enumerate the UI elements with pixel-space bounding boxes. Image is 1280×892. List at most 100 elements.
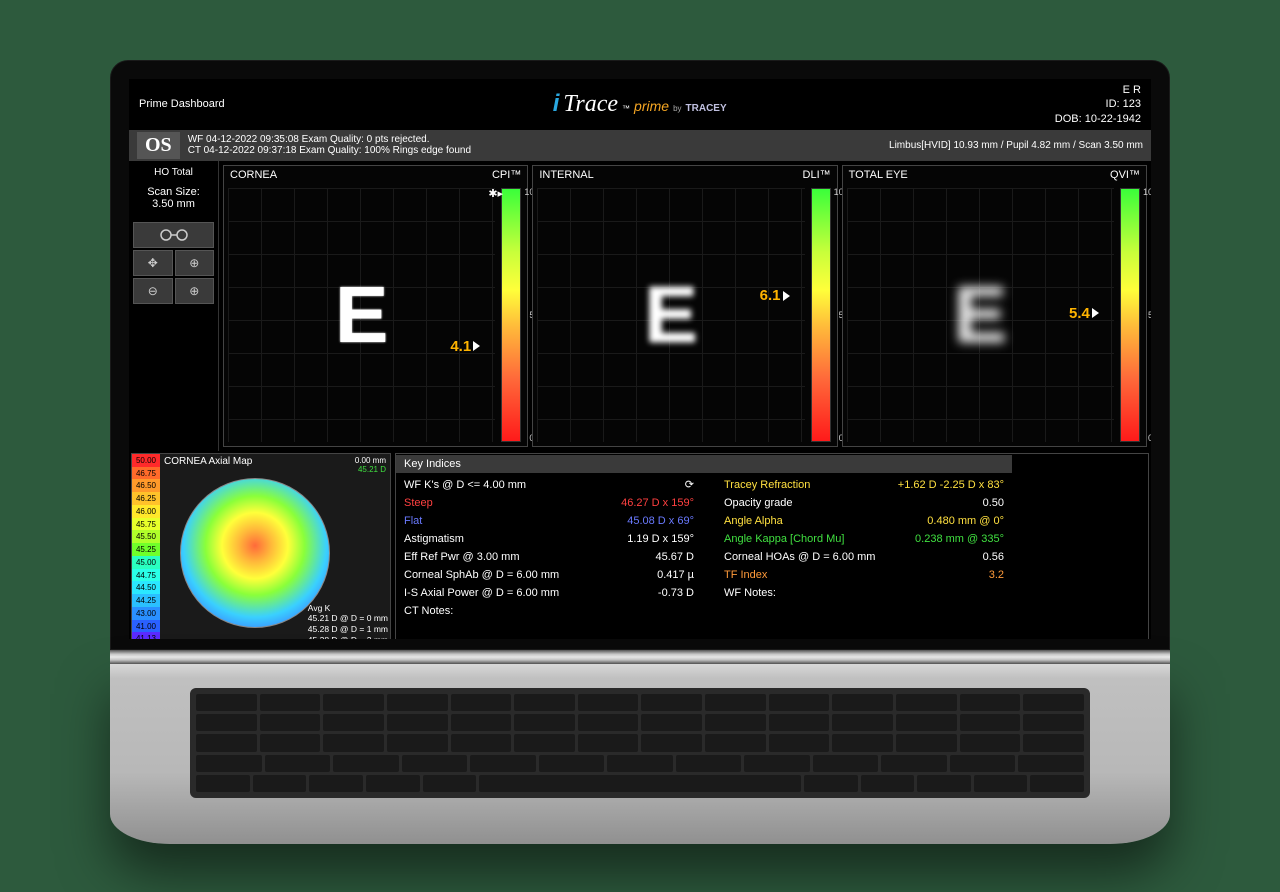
panel-total-eye[interactable]: TOTAL EYE QVI™ E 5.4 10 5 0 [842,165,1147,447]
index-label: Tracey Refraction [694,479,884,491]
dashboard-title: Prime Dashboard [139,98,225,110]
index-value: ⟳ [584,478,694,491]
avgk-line: 45.21 D @ D = 0 mm [308,613,388,624]
zoom-out-button[interactable]: ⊖ [133,278,173,304]
index-label: Corneal HOAs @ D = 6.00 mm [694,551,884,563]
patient-dob-row: DOB: 10-22-1942 [1055,112,1141,126]
target-icon: ⊕ [189,256,199,270]
laptop-hinge [110,650,1170,664]
panel-body: E ✱▸ 4.1 10 5 0 [224,184,527,446]
index-value: 0.417 µ [584,569,694,581]
index-value: -0.73 D [584,587,694,599]
app-screen: Prime Dashboard i Trace ™ prime by TRACE… [129,79,1151,639]
panel-title: CORNEA [230,169,277,181]
panel-title: TOTAL EYE [849,169,908,181]
index-label: Flat [404,515,584,527]
brand-tm: ™ [622,104,630,113]
psf-grid: E [537,188,804,442]
sidebar-title: HO Total [133,167,214,178]
index-value: 0.50 [884,497,1004,509]
brand-prime: prime [634,98,669,114]
panel-title: INTERNAL [539,169,593,181]
zoom-in-button[interactable]: ⊕ [175,278,215,304]
tool-grid: ✥ ⊕ ⊖ ⊕ [133,222,214,304]
score-marker: 6.1 [760,287,790,304]
score-bar: 6.1 10 5 0 [811,188,831,442]
index-label: Astigmatism [404,533,584,545]
colorbar-cell: 44.50 [132,581,160,594]
panel-body: E 5.4 10 5 0 [843,184,1146,446]
axial-avgk-block: Avg K 45.21 D @ D = 0 mm45.28 D @ D = 1 … [308,603,388,639]
index-label: TF Index [694,569,884,581]
panel-internal[interactable]: INTERNAL DLI™ E 6.1 10 5 0 [532,165,837,447]
colorbar-cell: 46.00 [132,505,160,518]
scan-label: Scan Size: [133,186,214,198]
patient-info: E R ID: 123 DOB: 10-22-1942 [1055,83,1141,126]
index-value: 0.480 mm @ 0° [884,515,1004,527]
score-value: 4.1 [450,338,471,355]
index-value: 0.56 [884,551,1004,563]
laptop-frame: Prime Dashboard i Trace ™ prime by TRACE… [110,60,1170,844]
target-button[interactable]: ⊕ [175,250,215,276]
avgk-line: 45.28 D @ D = 1 mm [308,624,388,635]
panel-metric: QVI™ [1110,169,1140,181]
topo-colorbar: 50.0046.7546.5046.2546.0045.7545.5045.25… [132,454,160,639]
tick-5: 5 [1148,310,1151,320]
screen-bezel: Prime Dashboard i Trace ™ prime by TRACE… [110,60,1170,650]
axial-main[interactable]: CORNEA Axial Map 0.00 mm 45.21 D Avg K 4… [160,454,390,639]
avgk-line: 45.38 D @ D = 2 mm [308,635,388,639]
tick-0: 0 [1148,433,1151,443]
index-label: Eff Ref Pwr @ 3.00 mm [404,551,584,563]
tick-10: 10 [1143,187,1151,197]
index-value: 1.19 D x 159° [584,533,694,545]
brand-by: by [673,104,681,113]
colorbar-cell: 45.75 [132,518,160,531]
exam-info-bar: OS WF 04-12-2022 09:35:08 Exam Quality: … [129,130,1151,161]
patient-name: E R [1055,83,1141,97]
index-value: 3.2 [884,569,1004,581]
index-label: WF K's @ D <= 4.00 mm [404,479,584,491]
panel-header: CORNEA CPI™ [224,166,527,184]
index-label: Opacity grade [694,497,884,509]
colorbar-cell: 45.00 [132,556,160,569]
panel-cornea[interactable]: CORNEA CPI™ E ✱▸ 4.1 10 5 0 [223,165,528,447]
header: Prime Dashboard i Trace ™ prime by TRACE… [129,79,1151,130]
colorbar-cell: 45.50 [132,530,160,543]
score-bar: ✱▸ 4.1 10 5 0 [501,188,521,442]
wf-line: WF 04-12-2022 09:35:08 Exam Quality: 0 p… [188,134,881,145]
score-value: 5.4 [1069,305,1090,322]
keyboard [190,688,1090,798]
scan-value: 3.50 mm [133,198,214,210]
colorbar-cell: 41.00 [132,620,160,633]
index-label: Steep [404,497,584,509]
star-icon: ✱▸ [488,187,503,200]
triangle-icon [1092,308,1099,318]
bottom-area: 50.0046.7546.5046.2546.0045.7545.5045.25… [129,451,1151,639]
index-value: 0.238 mm @ 335° [884,533,1004,545]
move-button[interactable]: ✥ [133,250,173,276]
glasses-button[interactable] [133,222,214,248]
panel-header: INTERNAL DLI™ [533,166,836,184]
panel-header: TOTAL EYE QVI™ [843,166,1146,184]
index-label: Corneal SphAb @ D = 6.00 mm [404,569,584,581]
index-value: 46.27 D x 159° [584,497,694,509]
triangle-icon [473,341,480,351]
index-value: 45.67 D [584,551,694,563]
axial-top-right: 0.00 mm 45.21 D [355,456,386,474]
exam-metrics: Limbus[HVID] 10.93 mm / Pupil 4.82 mm / … [889,140,1143,151]
ct-line: CT 04-12-2022 09:37:18 Exam Quality: 100… [188,145,881,156]
psf-grid: E [228,188,495,442]
axial-map-panel: 50.0046.7546.5046.2546.0045.7545.5045.25… [131,453,391,639]
score-bar: 5.4 10 5 0 [1120,188,1140,442]
colorbar-cell: 44.25 [132,594,160,607]
panel-body: E 6.1 10 5 0 [533,184,836,446]
brand-tracey: TRACEY [686,103,727,114]
main-area: HO Total Scan Size: 3.50 mm ✥ ⊕ ⊖ ⊕ CORN [129,161,1151,451]
colorbar-cell: 41.13 [132,632,160,639]
glasses-icon [158,228,190,242]
colorbar-cell: 43.00 [132,607,160,620]
colorbar-cell: 45.25 [132,543,160,556]
eye-badge: OS [137,132,180,159]
letter-e: E [335,269,388,361]
colorbar-cell: 44.75 [132,569,160,582]
